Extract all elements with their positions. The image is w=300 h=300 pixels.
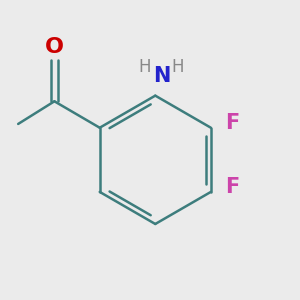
Text: H: H (172, 58, 184, 76)
Text: H: H (139, 58, 151, 76)
Text: O: O (45, 37, 64, 57)
Text: F: F (225, 177, 239, 197)
Text: F: F (225, 113, 239, 133)
Text: N: N (153, 66, 170, 86)
